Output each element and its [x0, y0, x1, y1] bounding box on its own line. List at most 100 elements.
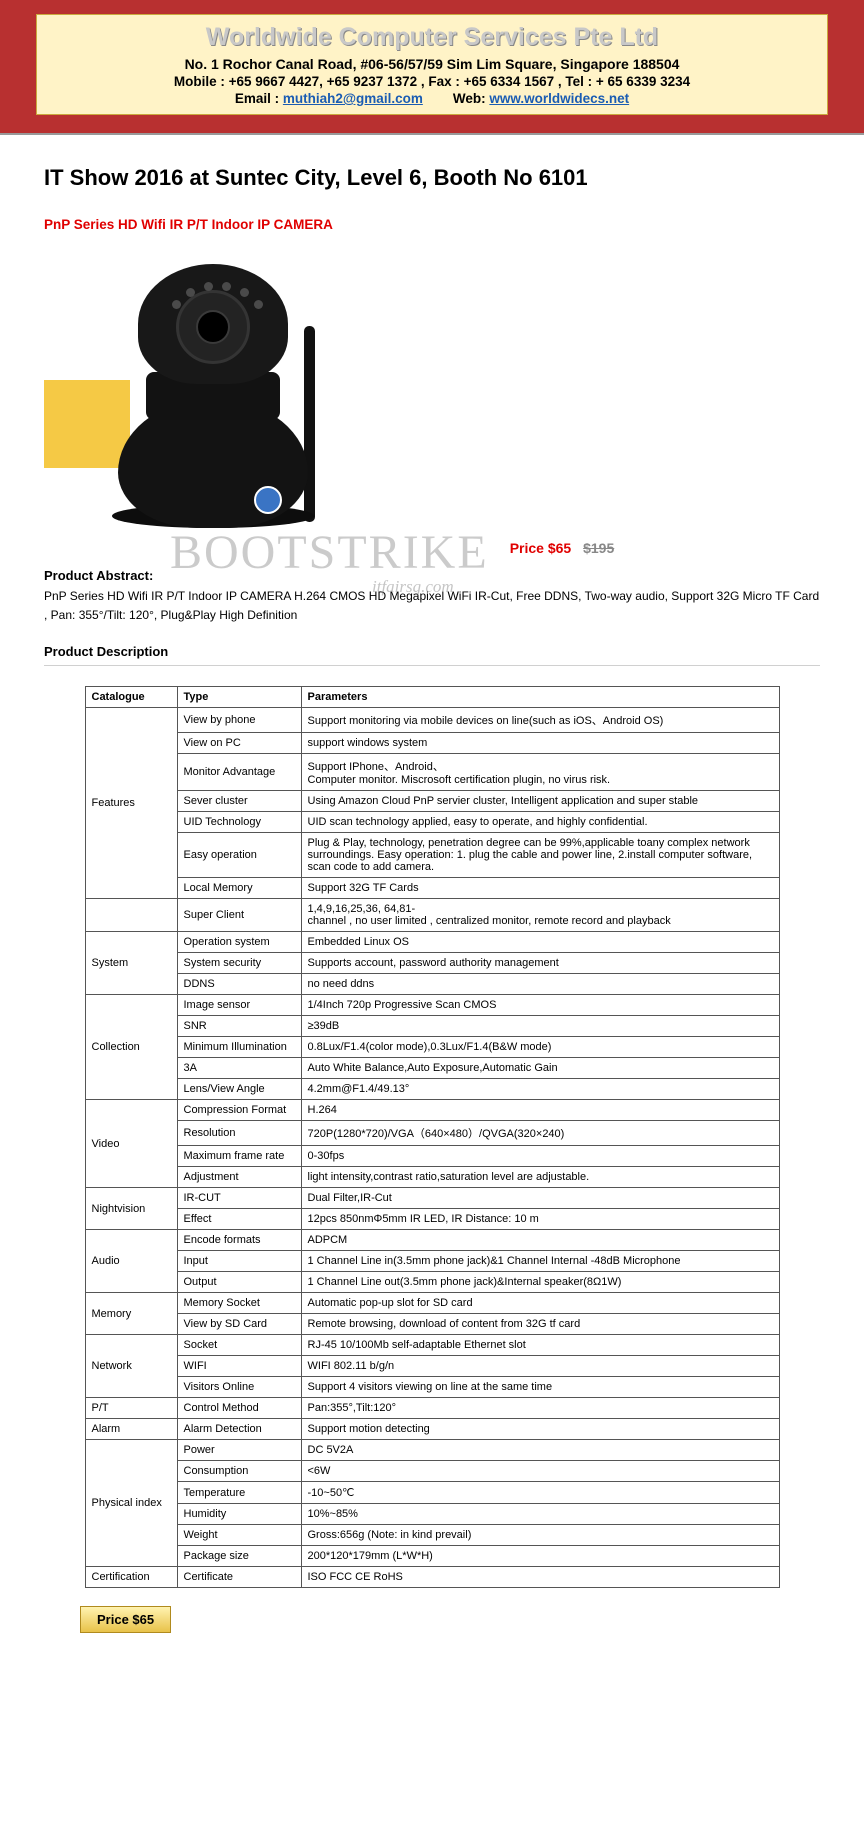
cell-catalogue: System — [85, 932, 177, 995]
cell-type: Effect — [177, 1209, 301, 1230]
cell-param: 1 Channel Line in(3.5mm phone jack)&1 Ch… — [301, 1251, 779, 1272]
table-row: Maximum frame rate0-30fps — [85, 1146, 779, 1167]
cell-param: Support motion detecting — [301, 1419, 779, 1440]
cell-param: H.264 — [301, 1100, 779, 1121]
cell-param: DC 5V2A — [301, 1440, 779, 1461]
table-row: Lens/View Angle4.2mm@F1.4/49.13° — [85, 1079, 779, 1100]
table-row: P/TControl MethodPan:355°,Tilt:120° — [85, 1398, 779, 1419]
cell-catalogue — [85, 899, 177, 932]
event-title: IT Show 2016 at Suntec City, Level 6, Bo… — [44, 165, 820, 191]
table-row: Adjustmentlight intensity,contrast ratio… — [85, 1167, 779, 1188]
spec-table: Catalogue Type Parameters FeaturesView b… — [85, 686, 780, 1588]
cell-param: 1 Channel Line out(3.5mm phone jack)&Int… — [301, 1272, 779, 1293]
table-row: Package size200*120*179mm (L*W*H) — [85, 1546, 779, 1567]
cell-type: Maximum frame rate — [177, 1146, 301, 1167]
table-row: Resolution720P(1280*720)/VGA（640×480）/QV… — [85, 1121, 779, 1146]
email-link[interactable]: muthiah2@gmail.com — [283, 91, 423, 106]
table-row: SystemOperation systemEmbedded Linux OS — [85, 932, 779, 953]
cell-type: Input — [177, 1251, 301, 1272]
cell-type: Control Method — [177, 1398, 301, 1419]
table-row: System securitySupports account, passwor… — [85, 953, 779, 974]
cell-type: View on PC — [177, 733, 301, 754]
table-row: NightvisionIR-CUTDual Filter,IR-Cut — [85, 1188, 779, 1209]
table-row: WIFIWIFI 802.11 b/g/n — [85, 1356, 779, 1377]
cell-param: support windows system — [301, 733, 779, 754]
email-line: Email : muthiah2@gmail.com Web: www.worl… — [49, 91, 815, 106]
cell-type: Monitor Advantage — [177, 754, 301, 791]
cell-type: Output — [177, 1272, 301, 1293]
cell-param: 1,4,9,16,25,36, 64,81-channel , no user … — [301, 899, 779, 932]
cell-param: Supports account, password authority man… — [301, 953, 779, 974]
cell-param: Pan:355°,Tilt:120° — [301, 1398, 779, 1419]
cell-param: Embedded Linux OS — [301, 932, 779, 953]
price-line: Price $65 $195 — [44, 540, 820, 556]
cell-catalogue: Alarm — [85, 1419, 177, 1440]
table-row: DDNSno need ddns — [85, 974, 779, 995]
header-box: Worldwide Computer Services Pte Ltd No. … — [36, 14, 828, 115]
table-row: View by SD CardRemote browsing, download… — [85, 1314, 779, 1335]
cell-param: <6W — [301, 1461, 779, 1482]
table-row: UID TechnologyUID scan technology applie… — [85, 812, 779, 833]
cell-param: ≥39dB — [301, 1016, 779, 1037]
cell-type: Operation system — [177, 932, 301, 953]
cell-type: IR-CUT — [177, 1188, 301, 1209]
web-link[interactable]: www.worldwidecs.net — [489, 91, 629, 106]
cell-catalogue: Certification — [85, 1567, 177, 1588]
table-row: View on PCsupport windows system — [85, 733, 779, 754]
mobile-label: Mobile : — [174, 74, 225, 89]
description-title: Product Description — [44, 644, 820, 666]
table-row: Input1 Channel Line in(3.5mm phone jack)… — [85, 1251, 779, 1272]
cell-param: RJ-45 10/100Mb self-adaptable Ethernet s… — [301, 1335, 779, 1356]
cell-param: no need ddns — [301, 974, 779, 995]
table-row: Visitors OnlineSupport 4 visitors viewin… — [85, 1377, 779, 1398]
cell-param: Gross:656g (Note: in kind prevail) — [301, 1525, 779, 1546]
price-old: $195 — [583, 540, 614, 556]
cell-type: Socket — [177, 1335, 301, 1356]
mobile1-link[interactable]: +65 9667 4427 — [229, 74, 319, 89]
header-banner: Worldwide Computer Services Pte Ltd No. … — [0, 0, 864, 135]
company-name: Worldwide Computer Services Pte Ltd — [49, 23, 815, 52]
cell-type: WIFI — [177, 1356, 301, 1377]
cell-type: Super Client — [177, 899, 301, 932]
table-row: VideoCompression FormatH.264 — [85, 1100, 779, 1121]
fax-label: , Fax : — [421, 74, 460, 89]
cell-param: Remote browsing, download of content fro… — [301, 1314, 779, 1335]
abstract-text: PnP Series HD Wifi IR P/T Indoor IP CAME… — [44, 587, 820, 624]
cell-type: Package size — [177, 1546, 301, 1567]
table-row: Super Client1,4,9,16,25,36, 64,81-channe… — [85, 899, 779, 932]
cell-type: Minimum Illumination — [177, 1037, 301, 1058]
price-current: $65 — [548, 540, 571, 556]
cell-type: Power — [177, 1440, 301, 1461]
cell-type: Certificate — [177, 1567, 301, 1588]
cell-type: Humidity — [177, 1504, 301, 1525]
cell-type: Alarm Detection — [177, 1419, 301, 1440]
th-parameters: Parameters — [301, 687, 779, 708]
mobile2-link[interactable]: +65 9237 1372 — [327, 74, 417, 89]
abstract-label: Product Abstract: — [44, 568, 820, 583]
cell-param: 0.8Lux/F1.4(color mode),0.3Lux/F1.4(B&W … — [301, 1037, 779, 1058]
cell-type: Memory Socket — [177, 1293, 301, 1314]
tel-link[interactable]: + 65 6339 3234 — [596, 74, 690, 89]
cell-type: Temperature — [177, 1482, 301, 1504]
table-row: Humidity10%~85% — [85, 1504, 779, 1525]
cell-param: Support 4 visitors viewing on line at th… — [301, 1377, 779, 1398]
table-header-row: Catalogue Type Parameters — [85, 687, 779, 708]
table-row: Temperature-10~50℃ — [85, 1482, 779, 1504]
cell-catalogue: Collection — [85, 995, 177, 1100]
cell-param: light intensity,contrast ratio,saturatio… — [301, 1167, 779, 1188]
cell-param: Plug & Play, technology, penetration deg… — [301, 833, 779, 878]
product-name: PnP Series HD Wifi IR P/T Indoor IP CAME… — [44, 217, 820, 232]
cell-param: Automatic pop-up slot for SD card — [301, 1293, 779, 1314]
cell-type: DDNS — [177, 974, 301, 995]
cell-type: View by SD Card — [177, 1314, 301, 1335]
cell-type: 3A — [177, 1058, 301, 1079]
table-row: Easy operationPlug & Play, technology, p… — [85, 833, 779, 878]
cell-param: UID scan technology applied, easy to ope… — [301, 812, 779, 833]
cell-param: Support 32G TF Cards — [301, 878, 779, 899]
fax-link[interactable]: +65 6334 1567 — [464, 74, 554, 89]
table-row: Monitor AdvantageSupport IPhone、Android、… — [85, 754, 779, 791]
cell-catalogue: Physical index — [85, 1440, 177, 1567]
cell-type: SNR — [177, 1016, 301, 1037]
cell-catalogue: Network — [85, 1335, 177, 1398]
cell-param: 10%~85% — [301, 1504, 779, 1525]
